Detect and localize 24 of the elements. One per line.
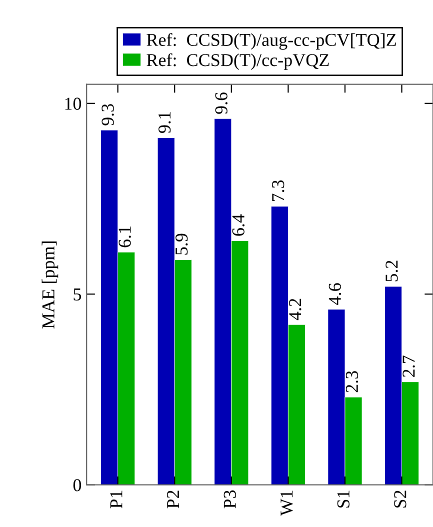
data-label: 5.2	[386, 260, 398, 282]
data-label: 6.1	[118, 226, 131, 248]
y-tick-label: 0	[73, 479, 82, 492]
data-label: 9.6	[215, 92, 228, 114]
x-tick-label: S1	[337, 490, 350, 508]
data-label: 9.3	[102, 104, 114, 126]
x-tick-label: S2	[394, 490, 406, 508]
data-label: 4.2	[289, 298, 302, 320]
x-tick-label: P1	[110, 490, 122, 508]
data-label: 7.3	[272, 180, 284, 202]
data-label: 9.1	[158, 112, 171, 133]
legend-label: Ref: CCSD(T)/cc-pVQZ	[146, 53, 329, 70]
data-label: 6.4	[232, 214, 245, 236]
data-label: 4.6	[328, 283, 342, 305]
data-label: 2.7	[402, 356, 415, 377]
data-label: 2.3	[346, 371, 358, 392]
x-tick-label: W1	[280, 490, 293, 516]
y-tick-label: 10	[65, 98, 82, 110]
y-tick-label: 5	[74, 288, 82, 301]
x-tick-label: P3	[224, 490, 236, 508]
legend-label: Ref: CCSD(T)/aug-cc-pCV[TQ]Z	[146, 33, 396, 50]
data-label: 5.9	[176, 234, 188, 255]
y-axis-title: MAE [ppm]	[42, 242, 58, 328]
x-tick-label: P2	[167, 490, 179, 508]
